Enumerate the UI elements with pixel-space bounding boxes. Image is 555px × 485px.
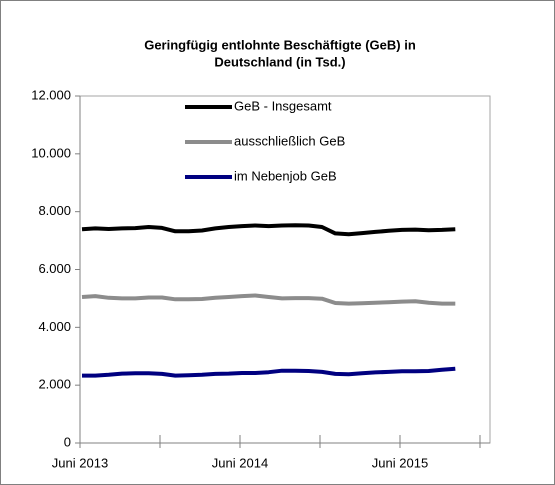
chart-title: Geringfügig entlohnte Beschäftigte (GeB)… bbox=[144, 37, 416, 52]
x-tick-label: Juni 2015 bbox=[372, 455, 428, 470]
legend-label: GeB - Insgesamt bbox=[234, 98, 332, 113]
y-tick-label: 0 bbox=[64, 434, 71, 449]
chart-title: Deutschland (in Tsd.) bbox=[214, 54, 345, 69]
series-line bbox=[81, 223, 456, 237]
y-tick-label: 4.000 bbox=[38, 319, 71, 334]
y-tick-label: 6.000 bbox=[38, 261, 71, 276]
y-tick-label: 12.000 bbox=[31, 87, 71, 102]
series-line bbox=[81, 293, 456, 306]
y-tick-label: 10.000 bbox=[31, 145, 71, 160]
legend-label: im Nebenjob GeB bbox=[234, 168, 337, 183]
y-tick-label: 8.000 bbox=[38, 203, 71, 218]
y-tick-label: 2.000 bbox=[38, 377, 71, 392]
x-tick-label: Juni 2013 bbox=[52, 455, 108, 470]
legend-label: ausschließlich GeB bbox=[234, 133, 345, 148]
x-tick-label: Juni 2014 bbox=[212, 455, 268, 470]
series-line bbox=[82, 366, 456, 378]
